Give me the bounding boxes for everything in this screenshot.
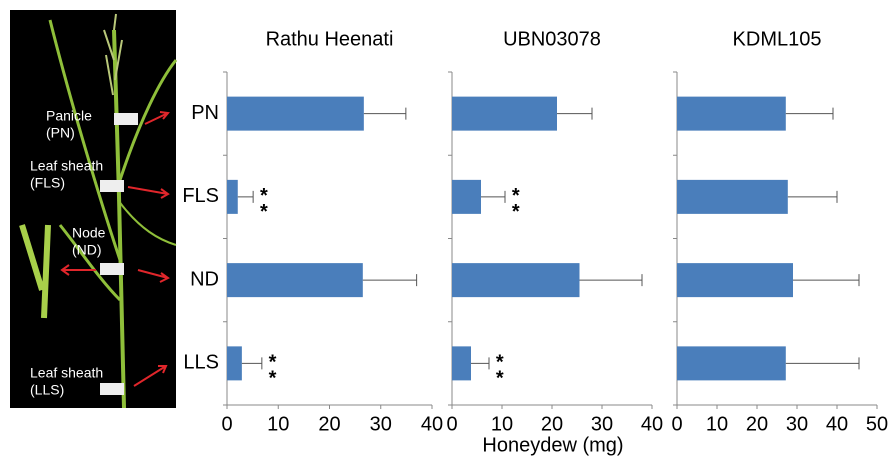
error-bar bbox=[471, 357, 490, 370]
photo-label: Leaf sheath bbox=[30, 365, 103, 381]
error-bar bbox=[557, 107, 593, 120]
x-tick-label: 0 bbox=[221, 413, 232, 435]
x-tick-label: 20 bbox=[541, 413, 563, 435]
category-label: PN bbox=[191, 102, 219, 124]
x-tick-label: 40 bbox=[421, 413, 443, 435]
significance-mark: ** bbox=[505, 185, 527, 217]
x-tick-label: 0 bbox=[446, 413, 457, 435]
chart-title: Rathu Heenati bbox=[266, 28, 394, 50]
photo-label: Panicle bbox=[46, 108, 92, 124]
bar bbox=[452, 263, 580, 298]
x-tick-label: 30 bbox=[370, 413, 392, 435]
significance-mark: ** bbox=[253, 185, 275, 217]
bar bbox=[677, 179, 788, 214]
error-bar bbox=[363, 107, 407, 120]
significance-mark: ** bbox=[262, 351, 284, 383]
error-bar bbox=[579, 274, 643, 287]
bar bbox=[677, 263, 793, 298]
x-tick-label: 10 bbox=[491, 413, 513, 435]
x-tick-label: 40 bbox=[826, 413, 848, 435]
bar bbox=[227, 179, 238, 214]
photo-tags bbox=[100, 113, 138, 395]
bar bbox=[452, 96, 557, 131]
significance-mark: ** bbox=[489, 351, 511, 383]
bar bbox=[452, 346, 471, 381]
category-label: LLS bbox=[183, 352, 219, 374]
x-axis-label: Honeydew (mg) bbox=[482, 434, 623, 456]
x-tick-label: 20 bbox=[746, 413, 768, 435]
x-tick-label: 30 bbox=[786, 413, 808, 435]
error-bar bbox=[481, 190, 506, 203]
x-tick-label: 0 bbox=[671, 413, 682, 435]
x-tick-label: 20 bbox=[318, 413, 340, 435]
error-bar bbox=[793, 274, 860, 287]
photo-label: (ND) bbox=[72, 242, 102, 258]
error-bar bbox=[237, 190, 254, 203]
photo-label: Node bbox=[72, 225, 106, 241]
category-label: ND bbox=[190, 268, 219, 290]
x-tick-label: 30 bbox=[591, 413, 613, 435]
x-tick-label: 40 bbox=[641, 413, 663, 435]
bar bbox=[677, 346, 786, 381]
x-tick-label: 10 bbox=[706, 413, 728, 435]
chart-title: KDML105 bbox=[733, 28, 822, 50]
error-bar bbox=[787, 190, 838, 203]
bar bbox=[227, 346, 242, 381]
x-tick-label: 10 bbox=[267, 413, 289, 435]
photo-labels: Panicle(PN)Leaf sheath(FLS)Node(ND)Leaf … bbox=[30, 108, 106, 398]
photo-background bbox=[10, 10, 176, 408]
bar bbox=[227, 96, 364, 131]
bar bbox=[677, 96, 786, 131]
charts: Rathu Heenati 0 10 20 30 40 PN FLS ND LLS ** ** UBN0… bbox=[182, 28, 888, 435]
error-bar bbox=[785, 357, 860, 370]
photo-label: Leaf sheath bbox=[30, 158, 103, 174]
bar bbox=[452, 179, 481, 214]
chart-title: UBN03078 bbox=[503, 28, 601, 50]
arrows bbox=[60, 111, 170, 387]
category-label: FLS bbox=[182, 185, 219, 207]
photo-label: (FLS) bbox=[30, 175, 65, 191]
error-bar bbox=[362, 274, 418, 287]
photo-label: (PN) bbox=[46, 125, 75, 141]
bar bbox=[227, 263, 363, 298]
x-tick-label: 50 bbox=[866, 413, 888, 435]
photo-label: (LLS) bbox=[30, 382, 64, 398]
error-bar bbox=[785, 107, 834, 120]
plant-drawing bbox=[19, 13, 178, 409]
error-bar bbox=[241, 357, 263, 370]
